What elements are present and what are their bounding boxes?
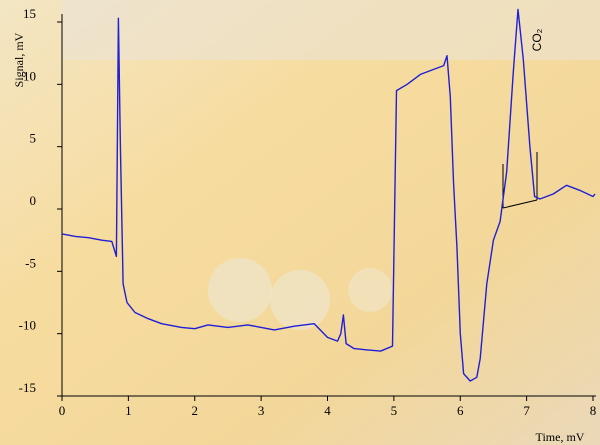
y-axis-label: Signal, mV: [12, 32, 26, 87]
x-tick-label: 7: [523, 403, 530, 418]
annotation: CO₂: [530, 28, 544, 51]
x-tick-label: 6: [457, 403, 464, 418]
x-tick-label: 1: [125, 403, 132, 418]
x-tick-label: 2: [192, 403, 199, 418]
background-band: [62, 0, 600, 60]
x-tick-label: 5: [391, 403, 398, 418]
y-tick-label: 0: [30, 193, 37, 208]
y-tick-label: -15: [19, 380, 36, 395]
background-knob: [208, 258, 272, 322]
background-knob: [270, 270, 330, 330]
x-axis-label: Time, mV: [536, 430, 585, 444]
baseline: [502, 199, 538, 209]
y-tick-label: 15: [23, 6, 36, 21]
signal-line: [61, 8, 596, 382]
x-tick-label: 4: [324, 403, 331, 418]
x-tick-label: 3: [258, 403, 265, 418]
y-tick-label: -10: [19, 318, 36, 333]
x-tick-label: 8: [590, 403, 597, 418]
x-tick-label: 0: [59, 403, 66, 418]
y-tick-label: -5: [25, 255, 36, 270]
y-tick-label: 5: [30, 131, 37, 146]
background-knob: [348, 268, 392, 312]
y-tick-label: 10: [23, 68, 36, 83]
